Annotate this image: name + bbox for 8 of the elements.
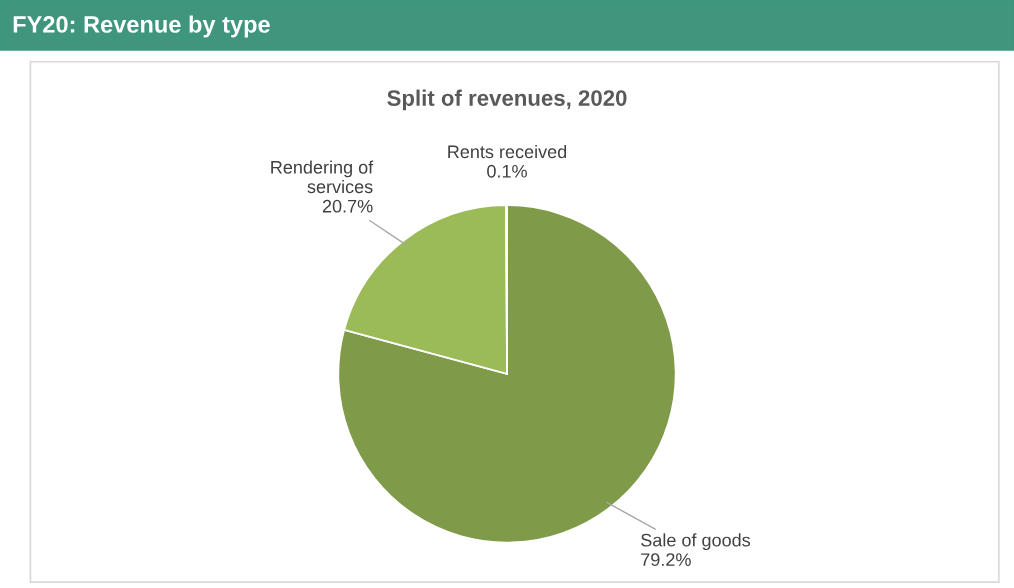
data-label: 20.7% <box>322 199 373 213</box>
slice-label: Sale of goods <box>641 533 751 551</box>
chart-title: FY20: Revenue by type <box>13 15 270 38</box>
data-label: 0.1% <box>487 164 527 178</box>
slice-label: Rendering of services <box>271 160 374 194</box>
slice-label: Rents received <box>448 144 567 159</box>
data-label: 79.2% <box>641 553 691 566</box>
chart-subtitle: Split of revenues, 2020 <box>387 89 627 111</box>
